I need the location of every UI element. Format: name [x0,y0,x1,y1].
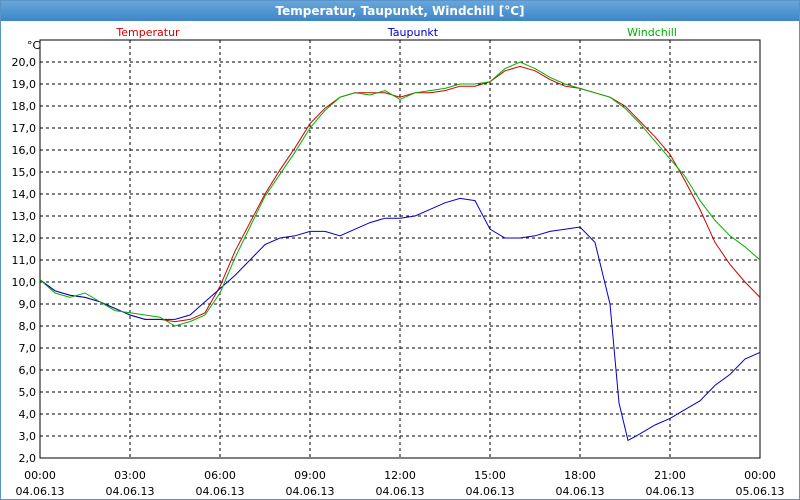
x-tick-time: 12:00 [384,469,416,482]
x-tick-time: 00:00 [24,469,56,482]
x-tick-time: 00:00 [744,469,776,482]
y-tick-label: 16,0 [12,144,37,157]
y-tick-label: 18,0 [12,100,37,113]
y-tick-label: 3,0 [19,430,37,443]
y-tick-label: 11,0 [12,254,37,267]
y-tick-label: 14,0 [12,188,37,201]
y-tick-label: 12,0 [12,232,37,245]
series-line-taupunkt [39,197,761,442]
x-tick-date: 04.06.13 [646,485,695,498]
y-tick-label: 15,0 [12,166,37,179]
grid [39,40,761,459]
y-tick-label: 9,0 [19,298,37,311]
series-group [39,61,761,442]
y-tick-label: 17,0 [12,122,37,135]
window-title: Temperatur, Taupunkt, Windchill [°C] [1,1,799,21]
x-tick-date: 04.06.13 [556,485,605,498]
legend-windchill: Windchill [627,26,677,39]
x-tick-time: 06:00 [204,469,236,482]
legend-taupunkt: Taupunkt [387,26,439,39]
y-tick-label: 4,0 [19,408,37,421]
y-tick-label: 6,0 [19,364,37,377]
x-tick-time: 09:00 [294,469,326,482]
x-tick-time: 21:00 [654,469,686,482]
x-tick-date: 04.06.13 [196,485,245,498]
x-tick-time: 03:00 [114,469,146,482]
series-line-windchill [39,61,761,327]
plot-frame [39,39,761,459]
x-tick-date: 05.06.13 [736,485,785,498]
x-tick-time: 18:00 [564,469,596,482]
y-tick-label: 10,0 [12,276,37,289]
y-tick-label: 19,0 [12,78,37,91]
y-tick-label: 2,0 [19,452,37,465]
x-tick-time: 15:00 [474,469,506,482]
x-tick-date: 04.06.13 [466,485,515,498]
legend-temperatur: Temperatur [115,26,180,39]
y-tick-label: 13,0 [12,210,37,223]
x-tick-date: 04.06.13 [376,485,425,498]
axes: 2,0 3,0 4,0 5,0 6,0 7,0 8,0 9,0 10,0 11,0 12,0 13,0… [12,39,785,498]
y-tick-label: 20,0 [12,56,37,69]
legend: Temperatur Taupunkt Windchill [115,26,677,39]
x-tick-date: 04.06.13 [16,485,65,498]
y-tick-label: 8,0 [19,320,37,333]
y-axis-label: °C [27,39,41,52]
x-tick-date: 04.06.13 [286,485,335,498]
x-tick-date: 04.06.13 [106,485,155,498]
y-tick-label: 5,0 [19,386,37,399]
y-tick-label: 7,0 [19,342,37,355]
